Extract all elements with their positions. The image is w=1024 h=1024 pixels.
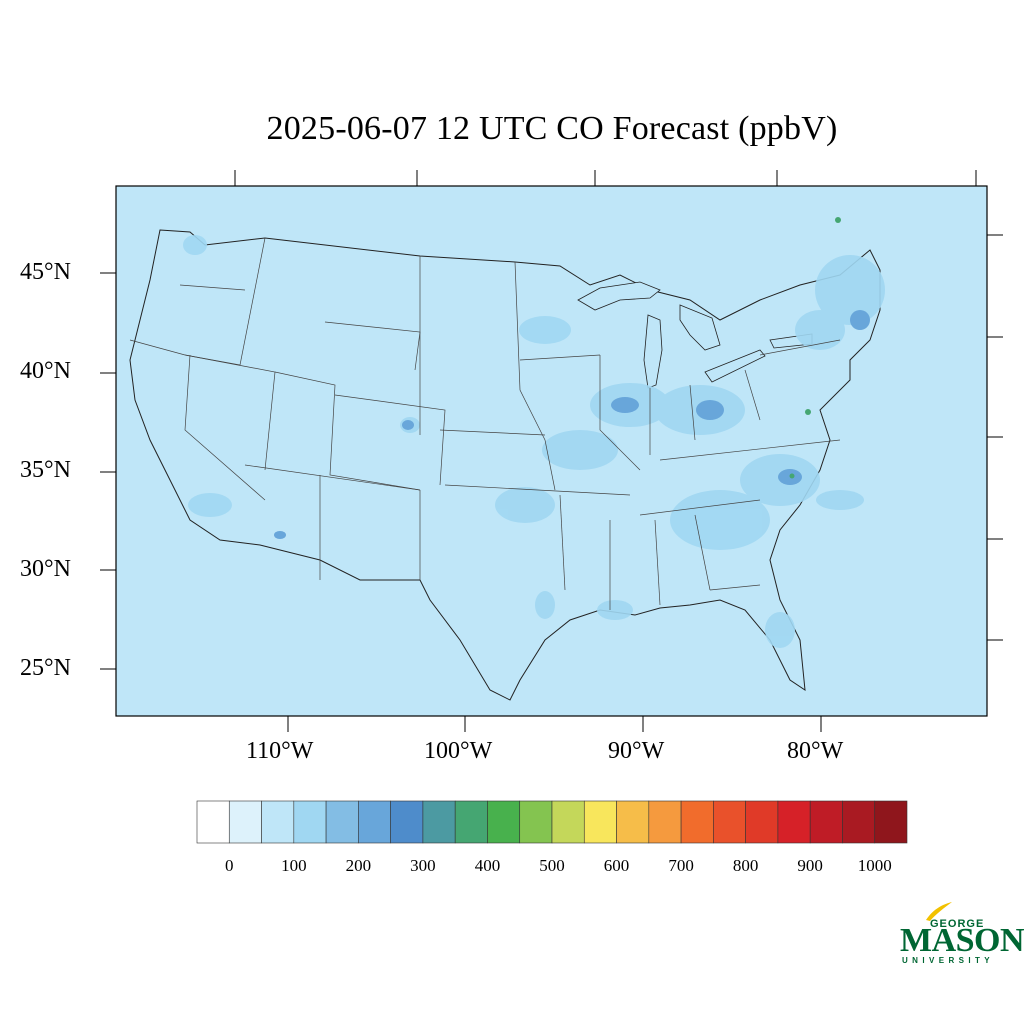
logo-swoosh-icon xyxy=(926,902,952,921)
co-high-spots xyxy=(274,310,870,539)
lat-label-25n: 25°N xyxy=(20,655,71,681)
colorbar-tick-label: 900 xyxy=(797,856,823,875)
colorbar-swatch xyxy=(583,800,617,844)
colorbar-swatch xyxy=(874,800,908,844)
colorbar-swatch xyxy=(293,800,327,844)
lon-label-90w: 90°W xyxy=(608,738,665,764)
colorbar-swatch xyxy=(680,800,714,844)
map-title: 2025-06-07 12 UTC CO Forecast (ppbV) xyxy=(266,110,838,147)
colorbar-swatch xyxy=(454,800,488,844)
lat-label-45n: 45°N xyxy=(20,259,71,285)
gmu-logo: GEORGE MASON UNIVERSITY xyxy=(898,900,1024,970)
colorbar-swatch xyxy=(325,800,359,844)
co-hotspots xyxy=(789,217,841,479)
colorbar-swatch xyxy=(390,800,424,844)
colorbar-tick-label: 700 xyxy=(668,856,694,875)
map-frame xyxy=(115,185,988,717)
colorbar-tick-label: 200 xyxy=(345,856,372,875)
colorbar-swatch xyxy=(648,800,682,844)
lon-label-100w: 100°W xyxy=(424,738,493,764)
colorbar-swatch xyxy=(842,800,876,844)
lake-huron xyxy=(679,304,721,351)
lat-label-35n: 35°N xyxy=(20,457,71,483)
logo-line2: MASON xyxy=(900,922,1024,959)
lake-erie xyxy=(704,349,766,383)
colorbar-swatch xyxy=(616,800,650,844)
colorbar-swatch xyxy=(422,800,456,844)
colorbar-tick-label: 100 xyxy=(281,856,307,875)
colorbar-swatch xyxy=(745,800,779,844)
lat-label-30n: 30°N xyxy=(20,556,71,582)
colorbar-swatch xyxy=(809,800,843,844)
colorbar-tick-label: 600 xyxy=(603,856,630,875)
colorbar-swatch xyxy=(261,800,295,844)
colorbar-swatch xyxy=(358,800,391,844)
logo-line3: UNIVERSITY xyxy=(902,956,995,965)
logo-line1: GEORGE xyxy=(930,918,985,930)
us-land xyxy=(129,229,881,701)
colorbar-tick-label: 500 xyxy=(539,856,565,875)
colorbar-swatch xyxy=(713,800,746,844)
colorbar-tick-label: 300 xyxy=(410,856,436,875)
colorbar xyxy=(196,800,908,844)
state-boundaries xyxy=(129,237,841,610)
colorbar-swatch xyxy=(519,800,553,844)
lat-label-40n: 40°N xyxy=(20,358,71,384)
colorbar-tick-label: 800 xyxy=(732,856,759,875)
colorbar-swatch xyxy=(228,800,262,844)
colorbar-tick-label: 0 xyxy=(225,856,234,875)
colorbar-swatch xyxy=(487,800,521,844)
colorbar-swatch xyxy=(196,800,230,844)
colorbar-swatch xyxy=(551,800,585,844)
colorbar-tick-label: 1000 xyxy=(857,856,892,875)
lake-superior xyxy=(577,281,661,311)
lon-label-80w: 80°W xyxy=(787,738,844,764)
frame-ticks xyxy=(100,170,1003,732)
lake-michigan xyxy=(643,314,663,389)
lon-label-110w: 110°W xyxy=(246,738,314,764)
colorbar-tick-label: 400 xyxy=(474,856,501,875)
colorbar-swatch xyxy=(777,800,811,844)
